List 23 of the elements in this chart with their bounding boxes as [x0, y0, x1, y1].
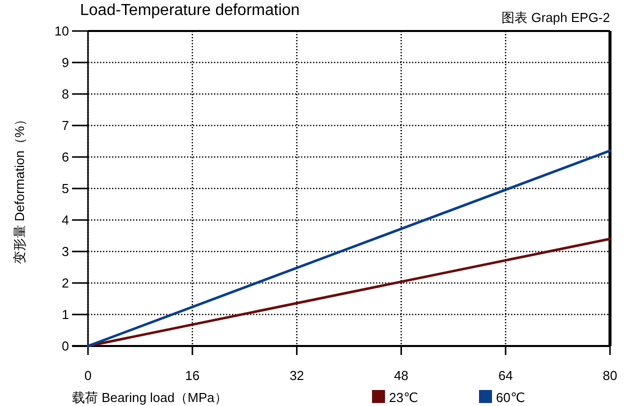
y-tick-label: 5	[62, 181, 69, 196]
y-tick-label: 3	[62, 244, 69, 259]
x-tick-label: 16	[185, 368, 200, 383]
x-tick-label: 32	[290, 368, 304, 383]
x-tick-label: 0	[84, 368, 92, 383]
x-axis-title: 载荷 Bearing load（MPa）	[72, 390, 228, 405]
legend-label: 60℃	[496, 390, 526, 405]
y-tick-label: 4	[62, 212, 69, 228]
legend-label: 23℃	[389, 390, 418, 405]
y-tick-label: 0	[62, 338, 69, 354]
chart-subtitle: 图表 Graph EPG-2	[502, 10, 610, 25]
x-tick-label: 64	[498, 368, 513, 383]
chart-title: Load-Temperature deformation	[80, 2, 300, 19]
y-tick-label: 1	[62, 307, 69, 322]
y-tick-label: 9	[62, 55, 69, 70]
x-tick-label: 80	[602, 368, 618, 383]
y-tick-label: 2	[62, 276, 69, 290]
y-tick-label: 7	[62, 118, 69, 133]
y-tick-label: 10	[54, 24, 69, 38]
y-tick-label: 6	[62, 150, 69, 164]
x-tick-label: 48	[394, 368, 408, 383]
y-tick-label: 8	[62, 86, 69, 102]
y-axis-title: 变形量 Deformation（%）	[12, 113, 27, 264]
